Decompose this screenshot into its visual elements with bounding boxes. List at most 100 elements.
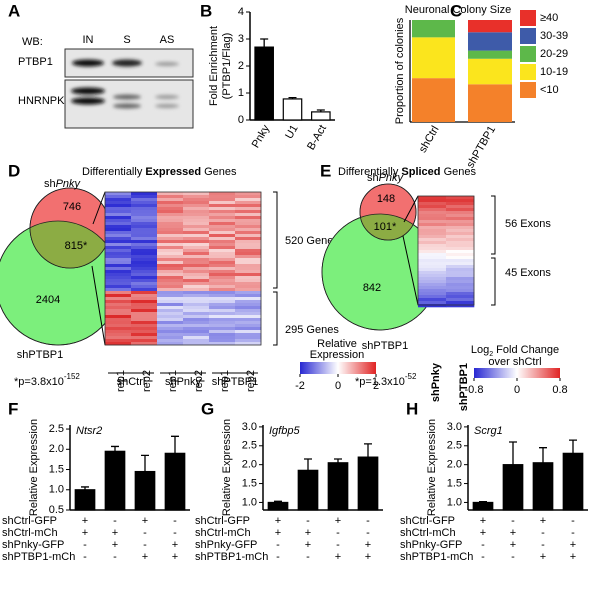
heatmap-cell <box>157 270 184 274</box>
design-sign: + <box>480 515 486 527</box>
heatmap-cell <box>418 199 447 203</box>
heatmap-cell <box>105 315 132 319</box>
heatmap-cell <box>235 195 262 199</box>
heatmap-cell <box>418 256 447 260</box>
column-label: rep1 <box>115 370 127 392</box>
heatmap-cell <box>105 246 132 250</box>
heatmap-cell <box>418 304 447 308</box>
heatmap-cell <box>131 303 158 307</box>
heatmap-cell <box>183 330 210 334</box>
heatmap-cell <box>446 238 475 242</box>
bar <box>254 46 274 121</box>
heatmap-cell <box>105 324 132 328</box>
heatmap-cell <box>235 315 262 319</box>
heatmap-cell <box>235 342 262 346</box>
heatmap-cell <box>157 306 184 310</box>
heatmap-cell <box>157 246 184 250</box>
blot-bands <box>71 59 179 109</box>
heatmap-cell <box>235 312 262 316</box>
zoom-line <box>91 265 106 346</box>
heatmap-cell <box>235 231 262 235</box>
y-tick-label: 2 <box>238 60 244 72</box>
heatmap-cell <box>209 324 236 328</box>
heatmap-cell <box>157 336 184 340</box>
heatmap-cell <box>105 279 132 283</box>
heatmap-cell <box>183 252 210 256</box>
heatmap-cell <box>183 327 210 331</box>
heatmap-cell <box>209 204 236 208</box>
design-sign: + <box>510 539 516 551</box>
heatmap-cell <box>105 237 132 241</box>
error-bar <box>509 441 517 465</box>
zoom-line <box>92 191 106 225</box>
design-sign: + <box>335 551 341 563</box>
heatmap-cell <box>209 300 236 304</box>
legend-label: 20-29 <box>540 48 568 60</box>
heatmap-cell <box>418 250 447 254</box>
heatmap-cell <box>418 277 447 281</box>
heatmap-cell <box>183 333 210 337</box>
heatmap-cell <box>157 222 184 226</box>
design-sign: + <box>172 539 178 551</box>
bracket <box>273 191 278 346</box>
heatmap-cell <box>418 235 447 239</box>
venn-count: 148 <box>377 193 395 205</box>
heatmap-cell <box>235 279 262 283</box>
heatmap-cell <box>446 289 475 293</box>
heatmap-cell <box>446 214 475 218</box>
y-tick-label: 1.0 <box>242 496 257 508</box>
heatmap-cell <box>157 288 184 292</box>
heatmap-cell <box>235 324 262 328</box>
heatmap-cell <box>209 336 236 340</box>
error-bar <box>274 500 282 503</box>
heatmap-cell <box>209 246 236 250</box>
set-a-label-part: sh <box>44 178 56 190</box>
heatmap-cell <box>157 210 184 214</box>
error-bar <box>316 109 325 112</box>
bar-segment <box>468 20 512 33</box>
heatmap-cell <box>209 270 236 274</box>
panel-label: H <box>406 399 418 418</box>
heatmap-cell <box>209 234 236 238</box>
heatmap-cell <box>157 312 184 316</box>
heatmap-cell <box>418 280 447 284</box>
panel-title-part: Differentially <box>82 166 145 178</box>
heatmap-cell <box>418 202 447 206</box>
colorbar-tick-label: -2 <box>295 380 305 392</box>
heatmap-cell <box>157 327 184 331</box>
design-sign: + <box>112 527 118 539</box>
colorbar-tick-label: 2 <box>373 380 379 392</box>
heatmap-cell <box>105 306 132 310</box>
block-label: 295 Genes <box>285 324 339 336</box>
design-sign: - <box>276 539 280 551</box>
design-sign: + <box>540 515 546 527</box>
heatmap-cell <box>209 309 236 313</box>
heatmap-cell <box>235 264 262 268</box>
heatmap-cell <box>131 282 158 286</box>
heatmap-cell <box>235 204 262 208</box>
heatmap-cell <box>446 304 475 308</box>
design-sign: - <box>541 527 545 539</box>
panel-label: E <box>320 161 331 180</box>
heatmap-cell <box>157 201 184 205</box>
heatmap-cell <box>209 342 236 346</box>
heatmap-cell <box>131 258 158 262</box>
heatmap-cell <box>446 196 475 200</box>
heatmap-cell <box>235 240 262 244</box>
heatmap-cell <box>235 330 262 334</box>
heatmap-cell <box>183 300 210 304</box>
heatmap-cell <box>418 292 447 296</box>
panel-label: C <box>450 1 462 20</box>
heatmap-cell <box>446 199 475 203</box>
heatmap-cell <box>209 273 236 277</box>
heatmap-cell <box>235 237 262 241</box>
legend-title-part: Fold Change <box>493 344 559 356</box>
heatmap-cell <box>209 297 236 301</box>
panel-label: F <box>8 399 18 418</box>
panel-title-part: Expressed <box>145 166 201 178</box>
heatmap-cell <box>105 321 132 325</box>
heatmap-cell <box>418 247 447 251</box>
heatmap-cell <box>209 321 236 325</box>
set-b-label: shPTBP1 <box>17 349 63 361</box>
heatmap-cell <box>209 330 236 334</box>
